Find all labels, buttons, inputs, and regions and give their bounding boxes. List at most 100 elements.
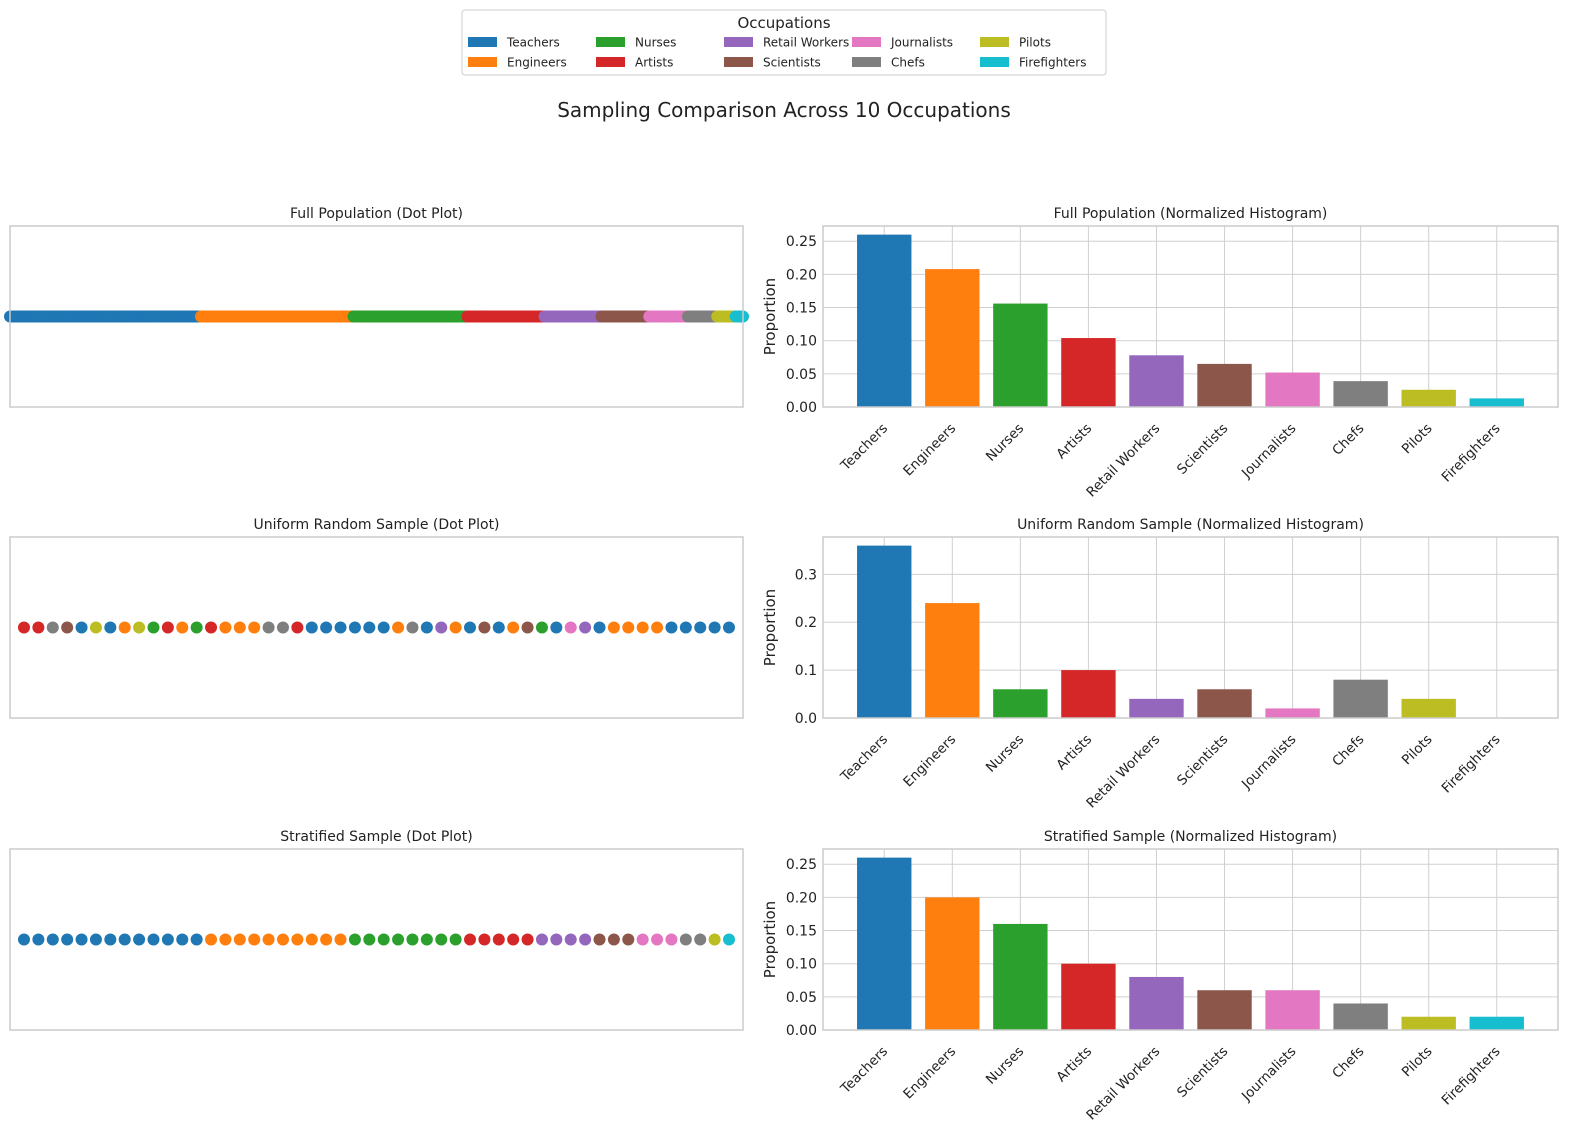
sample-dot [593, 621, 606, 634]
legend-label: Retail Workers [763, 36, 849, 50]
sample-dot [694, 933, 707, 946]
sample-dot [147, 933, 160, 946]
sample-dot [622, 621, 635, 634]
sample-dot [291, 621, 304, 634]
bar [1129, 976, 1184, 1030]
axes-background [10, 537, 743, 718]
sample-dot [320, 933, 333, 946]
sample-dot [190, 621, 203, 634]
sample-dot [406, 621, 419, 634]
y-axis-label: Proportion [761, 589, 779, 666]
sample-dot [535, 933, 548, 946]
sample-dot [521, 621, 534, 634]
sample-dot [464, 621, 477, 634]
axes-frame [822, 536, 1559, 719]
axes-frame [9, 536, 744, 719]
x-tick-label: Retail Workers [1083, 421, 1163, 501]
bar [1197, 990, 1252, 1030]
bar [1061, 670, 1116, 718]
sample-dot [665, 933, 678, 946]
sample-dot [233, 621, 246, 634]
legend-title: Occupations [737, 14, 830, 32]
sample-dot [708, 621, 721, 634]
sample-dot [176, 621, 189, 634]
legend-swatch [852, 57, 881, 67]
x-tick-label: Pilots [1399, 1044, 1436, 1081]
sample-dot [507, 621, 520, 634]
sample-dot [61, 933, 74, 946]
x-tick-label: Nurses [983, 1044, 1027, 1088]
legend-label: Scientists [763, 56, 821, 70]
bar [1061, 963, 1116, 1030]
sample-dot [46, 621, 59, 634]
legend-label: Artists [635, 56, 673, 70]
sample-dot [435, 933, 448, 946]
bar [857, 545, 912, 718]
sample-dot [305, 933, 318, 946]
panel-title: Uniform Random Sample (Dot Plot) [253, 517, 499, 533]
figure-title: Sampling Comparison Across 10 Occupation… [557, 98, 1011, 122]
sample-dot [550, 933, 563, 946]
sample-dot [348, 933, 361, 946]
sample-dot [449, 933, 462, 946]
bar [1197, 363, 1252, 407]
sample-dot [219, 933, 232, 946]
sample-dot [61, 621, 74, 634]
x-tick-label: Teachers [837, 421, 891, 475]
x-tick-label: Artists [1053, 732, 1095, 774]
legend-entry: Nurses [596, 36, 676, 50]
sample-dot [723, 933, 735, 946]
sample-dot [665, 621, 678, 634]
dot-plot-panel: Stratified Sample (Dot Plot) [9, 829, 744, 1031]
bar [993, 303, 1048, 407]
sample-dot [133, 621, 146, 634]
bar [857, 857, 912, 1030]
axes-frame [9, 848, 744, 1031]
legend-swatch [468, 57, 497, 67]
sample-dot [607, 933, 620, 946]
sample-dot [348, 621, 361, 634]
y-tick-label: 0.00 [786, 1023, 817, 1039]
legend-swatch [596, 37, 625, 47]
legend-label: Nurses [635, 36, 676, 50]
bar [993, 689, 1048, 718]
legend-swatch [468, 37, 497, 47]
legend-swatch [724, 57, 753, 67]
legend-label: Firefighters [1019, 56, 1086, 70]
legend-swatch [852, 37, 881, 47]
bar [1333, 381, 1388, 407]
sample-dot [291, 933, 304, 946]
axes-frame [822, 848, 1559, 1031]
sample-dot [679, 933, 692, 946]
bar [1401, 698, 1456, 718]
histogram-panel: Stratified Sample (Normalized Histogram)… [761, 829, 1559, 1124]
sample-dot [579, 621, 592, 634]
bar [1129, 355, 1184, 407]
y-tick-label: 0.1 [795, 663, 817, 679]
sample-dot [507, 933, 520, 946]
legend-entry: Chefs [852, 56, 925, 70]
bar [857, 234, 912, 407]
x-tick-label: Retail Workers [1083, 1044, 1163, 1124]
bar [1401, 389, 1456, 407]
sample-dot [377, 621, 390, 634]
legend-label: Journalists [890, 36, 953, 50]
sample-dot [161, 933, 174, 946]
legend-swatch [596, 57, 625, 67]
sample-dot [118, 933, 131, 946]
sample-dot [651, 933, 664, 946]
sample-dot [104, 621, 117, 634]
sample-dot [18, 933, 30, 946]
sample-dot [679, 621, 692, 634]
legend-swatch [724, 37, 753, 47]
x-tick-label: Teachers [837, 732, 891, 786]
sample-dot [579, 933, 592, 946]
sample-dot [118, 621, 131, 634]
panel-title: Uniform Random Sample (Normalized Histog… [1017, 517, 1364, 533]
dot-plot-panel: Uniform Random Sample (Dot Plot) [9, 517, 744, 719]
sample-dot [492, 621, 505, 634]
legend-entry: Teachers [468, 36, 560, 50]
panel-title: Full Population (Dot Plot) [290, 206, 463, 222]
sample-dot [636, 621, 649, 634]
